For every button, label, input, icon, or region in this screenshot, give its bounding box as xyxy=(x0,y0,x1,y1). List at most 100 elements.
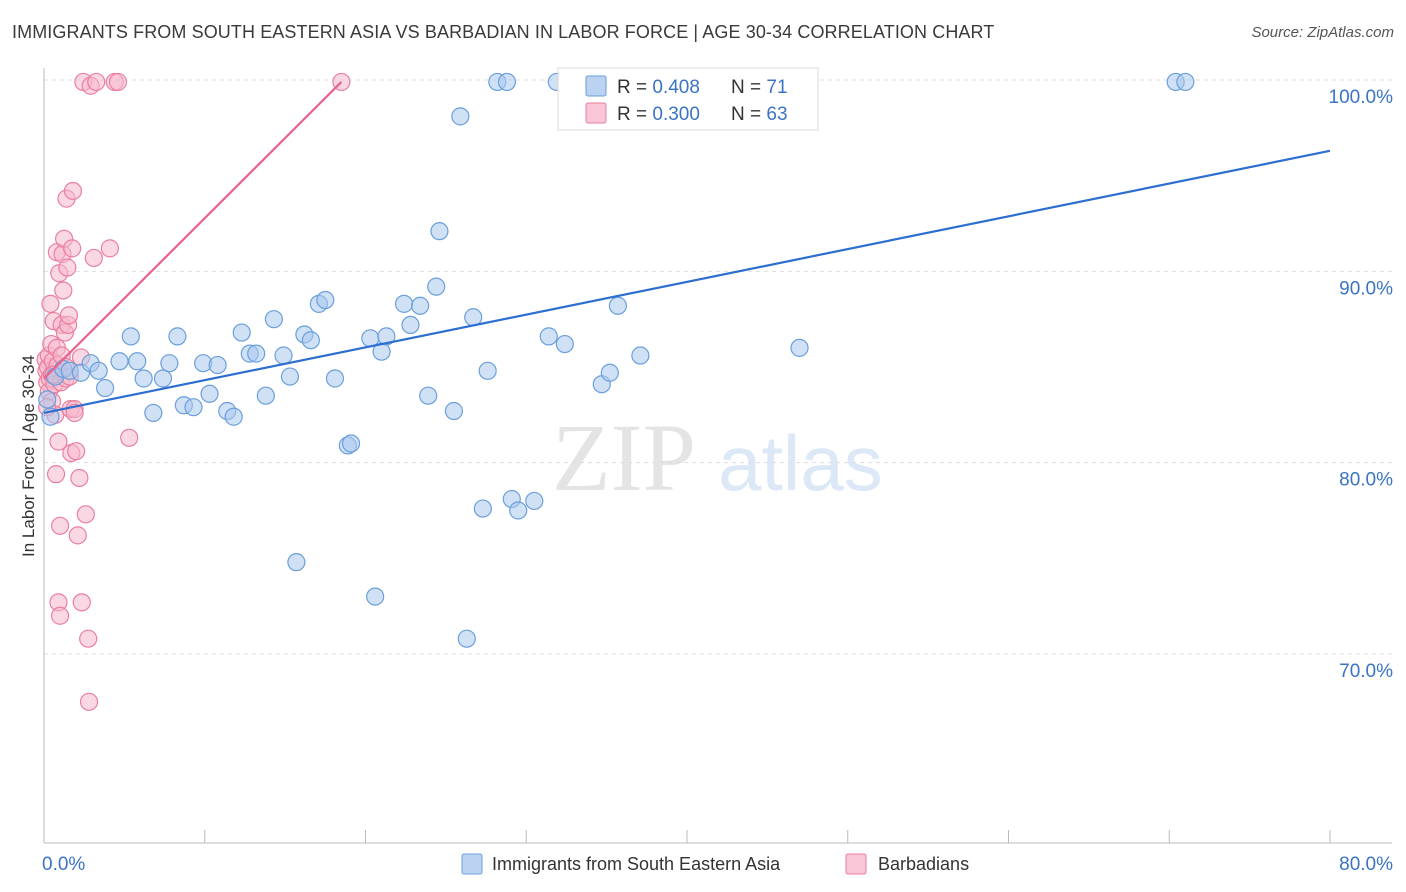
barbadians-point xyxy=(63,239,82,258)
sea-immigrants-point xyxy=(444,401,464,421)
legend-r-label-blue: R = 0.408 xyxy=(617,77,700,98)
sea-immigrants-points xyxy=(38,72,1195,648)
barbadians-trendline xyxy=(43,81,343,380)
barbadians-point xyxy=(41,294,60,313)
legend-swatch-blue xyxy=(585,75,607,97)
sea-immigrants-point xyxy=(280,367,300,386)
barbadians-points xyxy=(36,72,351,711)
barbadians-point xyxy=(76,505,95,524)
legend-swatch-pink xyxy=(585,102,607,124)
barbadians-point xyxy=(67,442,86,461)
chart-title: IMMIGRANTS FROM SOUTH EASTERN ASIA VS BA… xyxy=(12,22,995,42)
sea-immigrants-point xyxy=(153,369,173,388)
legend-n-label-1: N = xyxy=(731,77,766,98)
correlation-legend: R = 0.408 N = 71 R = 0.300 N = 63 xyxy=(557,67,819,131)
sea-immigrants-point xyxy=(451,107,470,126)
gridlines xyxy=(44,79,1392,655)
sea-immigrants-point xyxy=(316,290,335,310)
barbadians-point xyxy=(87,72,106,92)
barbadians-point xyxy=(70,468,89,488)
barbadians-point xyxy=(68,526,87,545)
barbadians-point xyxy=(120,428,139,447)
source-label: Source: ZipAtlas.com xyxy=(1251,24,1394,41)
sea-immigrants-point xyxy=(232,323,251,342)
sea-immigrants-point xyxy=(224,407,243,426)
sea-immigrants-point xyxy=(200,384,219,403)
x-tick-label-max: 80.0% xyxy=(1339,854,1393,875)
sea-immigrants-point xyxy=(274,346,293,365)
sea-immigrants-point xyxy=(1176,72,1195,92)
sea-immigrants-point xyxy=(89,361,108,380)
sea-immigrants-point xyxy=(427,277,446,296)
sea-immigrants-point xyxy=(134,369,153,388)
sea-immigrants-point xyxy=(264,310,283,329)
sea-immigrants-point xyxy=(790,338,809,357)
legend-n-label-pink: N = 63 xyxy=(731,104,788,125)
sea-immigrants-trendline xyxy=(43,149,1331,414)
series-legend-label-pink: Barbadians xyxy=(878,854,969,874)
barbadians-point xyxy=(50,516,70,535)
sea-immigrants-point xyxy=(287,553,306,572)
sea-immigrants-point xyxy=(377,327,396,346)
sea-immigrants-point xyxy=(608,296,627,315)
sea-immigrants-point xyxy=(247,344,266,363)
barbadians-point xyxy=(59,306,79,325)
sea-immigrants-point xyxy=(256,386,275,405)
series-legend: Immigrants from South Eastern Asia Barba… xyxy=(461,853,969,875)
legend-r-value-2: 0.300 xyxy=(652,104,700,125)
sea-immigrants-point xyxy=(539,327,558,346)
sea-immigrants-point xyxy=(121,327,140,346)
barbadians-point xyxy=(100,239,120,258)
x-axis-ticks xyxy=(43,830,1331,843)
series-legend-swatch-blue xyxy=(461,853,483,875)
sea-immigrants-point xyxy=(555,334,574,354)
sea-immigrants-point xyxy=(325,369,345,388)
legend-n-label-blue: N = 71 xyxy=(731,77,788,98)
sea-immigrants-point xyxy=(600,363,619,382)
sea-immigrants-point xyxy=(394,294,414,313)
barbadians-point xyxy=(84,248,103,268)
sea-immigrants-point xyxy=(430,222,449,241)
sea-immigrants-point xyxy=(168,327,187,346)
legend-r-label-2: R = xyxy=(617,104,652,125)
sea-immigrants-point xyxy=(160,354,179,373)
x-tick-label-min: 0.0% xyxy=(42,854,85,875)
sea-immigrants-point xyxy=(38,390,57,409)
sea-immigrants-point xyxy=(525,491,544,511)
sea-immigrants-point xyxy=(341,434,361,453)
sea-immigrants-point xyxy=(457,629,476,648)
sea-immigrants-point xyxy=(473,499,492,518)
sea-immigrants-point xyxy=(411,296,430,315)
y-tick-label: 100.0% xyxy=(1329,87,1394,108)
sea-immigrants-point xyxy=(366,587,385,606)
barbadians-point xyxy=(49,432,68,451)
sea-immigrants-point xyxy=(128,352,147,371)
sea-immigrants-point xyxy=(401,315,420,335)
sea-immigrants-point xyxy=(497,72,517,92)
sea-immigrants-point xyxy=(144,403,163,423)
series-legend-swatch-pink xyxy=(845,853,867,875)
watermark-zip: ZIP xyxy=(552,404,696,511)
y-tick-label: 90.0% xyxy=(1339,278,1393,299)
sea-immigrants-point xyxy=(631,346,650,365)
barbadians-point xyxy=(108,72,128,92)
legend-r-value-1: 0.408 xyxy=(652,77,700,98)
sea-immigrants-point xyxy=(419,386,438,405)
y-tick-label: 70.0% xyxy=(1339,661,1393,682)
barbadians-point xyxy=(50,606,70,625)
legend-n-label-2: N = xyxy=(731,104,766,125)
y-axis-label: In Labor Force | Age 30-34 xyxy=(19,355,38,557)
sea-immigrants-point xyxy=(95,378,115,398)
legend-r-label-1: R = xyxy=(617,77,652,98)
y-tick-label: 80.0% xyxy=(1339,470,1393,491)
barbadians-point xyxy=(54,281,73,300)
sea-immigrants-point xyxy=(110,352,129,371)
barbadians-point xyxy=(79,692,99,711)
legend-r-label-pink: R = 0.300 xyxy=(617,104,700,125)
barbadians-point xyxy=(63,181,83,201)
y-tick-labels: 70.0% 80.0% 90.0% 100.0% xyxy=(1329,87,1394,682)
barbadians-point xyxy=(72,593,91,612)
legend-n-value-1: 71 xyxy=(766,77,787,98)
barbadians-point xyxy=(79,629,98,648)
